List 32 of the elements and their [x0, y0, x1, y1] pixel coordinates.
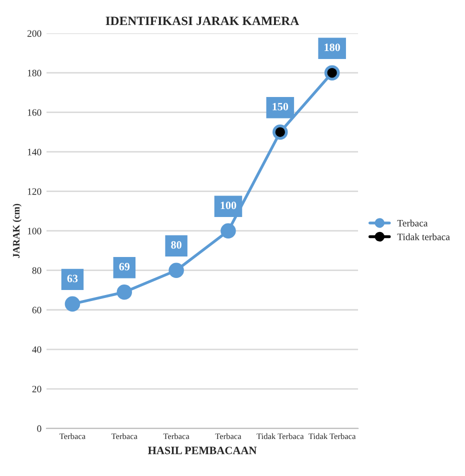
y-axis-title: JARAK (cm) — [12, 204, 22, 258]
point — [64, 296, 80, 312]
point — [220, 223, 236, 238]
y-tick-label: 100 — [28, 228, 42, 234]
x-axis-title: HASIL PEMBACAAN — [148, 446, 257, 454]
data-label: 63 — [67, 274, 78, 282]
y-tick-label: 120 — [28, 188, 42, 195]
x-tick-label: Terbaca — [215, 433, 242, 440]
y-tick-label: 80 — [32, 267, 42, 274]
y-tick-label: 60 — [32, 306, 42, 314]
data-label: 80 — [171, 241, 182, 249]
y-tick-label: 20 — [32, 386, 42, 392]
point — [116, 284, 132, 300]
x-tick-label: Terbaca — [111, 433, 138, 440]
data-label: 100 — [220, 202, 236, 210]
y-tick-label: 0 — [37, 425, 42, 432]
y-tick-label: 180 — [28, 70, 42, 76]
y-tick-label: 40 — [32, 346, 42, 353]
y-tick-label: 200 — [27, 30, 42, 37]
data-label: 69 — [119, 262, 130, 270]
legend-label: Terbaca — [397, 220, 428, 226]
x-tick-label: Tidak Terbaca — [308, 433, 356, 440]
chart-title: IDENTIFIKASI JARAK KAMERA — [106, 16, 300, 26]
x-tick-label: Terbaca — [59, 433, 86, 440]
legend-label: Tidak terbaca — [397, 233, 450, 240]
data-label: 180 — [324, 44, 340, 52]
data-label: 150 — [272, 102, 288, 110]
point — [168, 262, 184, 278]
x-tick-label: Tidak Terbaca — [256, 433, 304, 440]
y-tick-label: 160 — [28, 109, 42, 116]
y-tick-label: 140 — [28, 148, 42, 156]
x-tick-label: Terbaca — [163, 433, 190, 440]
